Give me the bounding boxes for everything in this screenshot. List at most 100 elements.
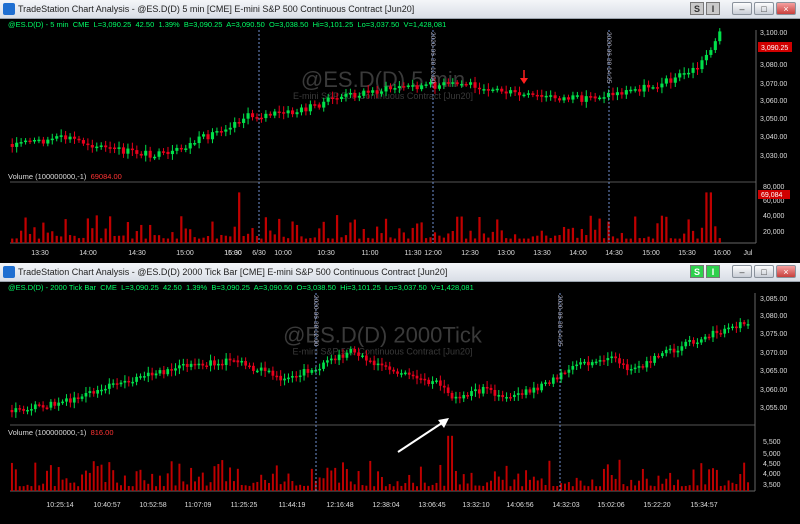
candle-body [246,113,250,119]
bottom-minimize-button[interactable]: – [732,265,752,278]
volume-bar [567,482,570,491]
volume-bar [211,221,214,243]
top-i-button[interactable]: I [706,2,720,15]
candle-body [77,138,81,141]
volume-bar [420,222,423,243]
candle-body [201,363,205,366]
candle-body [509,90,513,94]
volume-bar [236,468,239,491]
candle-body [664,349,668,354]
bottom-maximize-button[interactable]: □ [754,265,774,278]
volume-bar [521,486,524,491]
candle-body [742,322,746,325]
volume-bar [439,464,442,491]
bottom-price-axis-label: 3,075.00 [760,331,787,338]
volume-bar [691,230,695,243]
volume-bar [412,482,415,491]
volume-bar [65,478,68,491]
candle-body [423,378,427,381]
volume-bar [349,481,352,491]
candle-body [72,136,77,139]
candle-body [286,110,290,114]
volume-bar [723,485,726,491]
candle-body [53,401,57,406]
bottom-price-axis-label: 3,080.00 [760,313,787,320]
top-close-button[interactable]: × [776,2,796,15]
bottom-price-axis-label: 3,070.00 [760,350,787,357]
candle-body [655,87,660,89]
volume-bar [127,485,130,491]
top-maximize-button[interactable]: □ [754,2,774,15]
volume-bar [221,460,224,491]
volume-bar [486,482,489,491]
candle-body [633,89,637,91]
candle-body [407,372,411,375]
candle-body [24,140,28,143]
candle-body [148,150,152,158]
candle-body [668,348,672,351]
candle-body [233,122,237,128]
volume-bar [427,486,430,491]
candle-body [384,86,388,92]
candle-body [277,111,281,113]
top-minimize-button[interactable]: – [732,2,752,15]
candle-body [353,93,357,98]
candle-body [517,92,522,96]
candle-body [37,404,41,406]
candle-body [437,85,441,89]
candle-body [649,361,653,363]
candle-body [326,360,329,363]
top-volume-label: Volume (100000000,-1) [8,172,87,181]
candle-body [50,138,54,141]
volume-bar [55,235,58,243]
bottom-i-button[interactable]: I [706,265,720,278]
top-time-axis-label: 12:00 [424,250,442,257]
candle-body [22,408,25,411]
volume-bar [162,238,165,243]
volume-bar [602,468,605,491]
candle-body [637,366,641,368]
candle-body [344,93,348,97]
bottom-close-button[interactable]: × [776,265,796,278]
bottom-window-title: TradeStation Chart Analysis - @ES.D(D) 2… [18,267,448,277]
volume-bar [240,484,243,491]
candle-body [719,333,723,335]
candle-body [746,324,750,326]
top-price-axis-label: 3,060.00 [760,98,787,105]
candle-body [291,376,294,378]
candle-body [419,378,423,380]
volume-bar [552,486,555,491]
candle-body [602,360,606,362]
candle-body [236,360,240,363]
volume-bar [175,238,178,243]
volume-bar [361,485,364,491]
volume-bar [28,233,32,243]
top-s-button[interactable]: S [690,2,704,15]
candle-body [357,95,361,98]
volume-bar [60,236,63,243]
volume-bar [49,465,52,491]
bottom-price-axis-label: 3,085.00 [760,296,787,303]
bottom-s-button[interactable]: S [690,265,704,278]
candle-body [558,98,562,101]
volume-bar [313,237,316,243]
candle-body [549,95,553,97]
candle-body [727,327,730,330]
bottom-time-axis-label: 11:25:25 [231,502,258,509]
volume-bar [478,485,481,491]
candle-body [673,77,677,83]
volume-bar [326,467,329,491]
top-session-marker-label: 2020-06-30 12:00 [429,32,436,84]
volume-bar [126,222,130,243]
volume-bar [602,238,606,243]
volume-bar [540,230,543,243]
volume-bar [641,468,644,491]
bottom-time-axis-label: 14:32:03 [552,502,579,509]
candle-body [544,382,547,384]
top-ask: A=3,090.50 [226,20,265,29]
candle-body [563,372,567,375]
volume-bar [692,469,695,491]
volume-bar [14,469,17,491]
